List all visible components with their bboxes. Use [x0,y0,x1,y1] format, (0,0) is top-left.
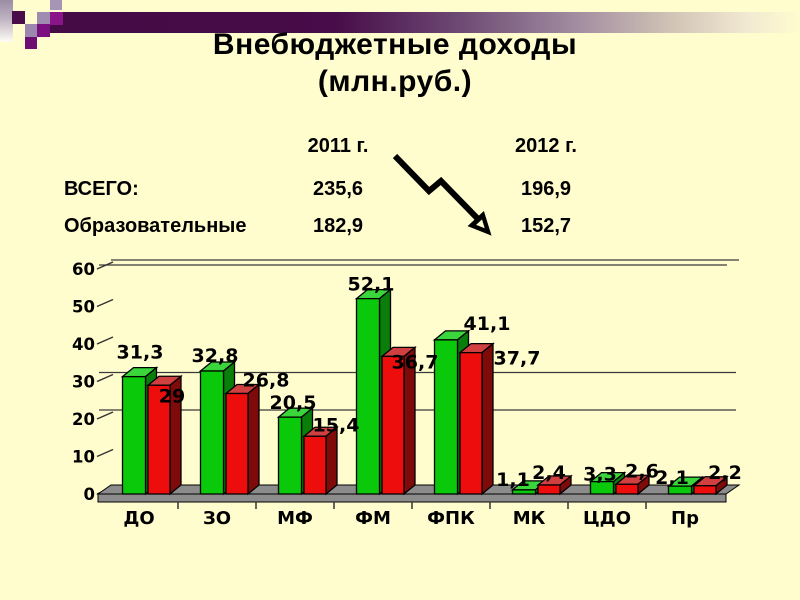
slide-title-line2: (млн.руб.) [317,65,473,98]
bar-side-2012 [481,342,494,496]
bar-front-2011 [121,375,147,495]
total-2012-value: 196,9 [520,178,572,200]
deco-square [37,12,50,25]
row-label-total: ВСЕГО: [64,178,139,200]
data-label-2012: 36,7 [392,351,439,373]
deco-gradient-banner [50,12,800,33]
y-axis-label: 60 [72,260,95,279]
y-axis-label: 30 [72,373,95,392]
y-axis-label: 40 [72,335,95,354]
y-axis-tick [96,411,114,420]
bar-front-2012 [147,384,171,495]
data-label-2011: 32,8 [192,345,239,367]
deco-vertical-gradient-bar [0,0,13,42]
educational-2011-value: 182,9 [312,215,364,237]
data-label-2011: 1,1 [496,469,530,491]
bar-front-2011 [355,297,381,495]
data-label-2012: 37,7 [494,348,541,370]
data-label-2012: 2,6 [625,460,659,482]
bar-front-2012 [225,392,249,495]
trend-down-arrow-icon [392,153,492,236]
data-label-2011: 31,3 [117,342,164,364]
bar-front-2011 [433,339,459,495]
educational-2012-value: 152,7 [520,215,572,237]
bar-side-2012 [325,425,338,496]
x-axis-label: ФПК [427,508,475,529]
column-header-2012: 2012 г. [515,135,577,157]
data-label-2012: 29 [159,385,185,407]
column-header-2011: 2011 г. [307,135,369,157]
y-axis-tick [96,448,114,458]
trend-arrow-shaft [392,153,482,223]
row-label-educational: Образовательные [64,215,247,237]
y-axis-label: 10 [72,448,95,467]
bar-front-2011 [511,489,537,495]
y-axis-tick [96,298,114,308]
data-label-2012: 2,4 [532,462,566,484]
y-axis-tick [96,261,114,270]
bar-front-2011 [277,416,303,495]
trend-arrow-head-notch [476,219,485,229]
y-axis-label: 20 [72,410,95,429]
slide-title: Внебюджетные доходы (млн.руб.) [0,26,790,100]
y-axis-label: 50 [72,298,95,317]
data-label-2011: 3,3 [583,464,617,486]
x-axis-label: ДО [123,508,154,529]
x-axis-label: ФМ [355,508,391,529]
y-axis-tick [96,336,114,345]
data-label-2012: 26,8 [243,370,290,392]
bar-front-2012 [303,435,327,495]
bar-front-2012 [615,483,639,495]
bar-front-2011 [199,370,225,495]
bar-chart: 0 10 20 30 40 50 60 ДО ЗО МФ ФМ ФПК МК ЦДО Пр 31,3 29 32,… [72,259,742,529]
deco-square [50,0,62,10]
bar-front-2012 [381,355,405,495]
x-axis-label: МФ [277,508,313,529]
bar-front-2011 [667,485,693,495]
data-label-2011: 41,1 [464,313,511,335]
data-label-2011: 20,5 [270,392,317,414]
data-label-2011: 52,1 [348,274,395,296]
x-axis-label: ЗО [203,508,231,529]
deco-square [50,12,63,25]
data-label-2011: 2,1 [655,467,689,489]
total-2011-value: 235,6 [312,178,364,200]
bar-front-2012 [693,485,717,495]
x-axis-label: Пр [671,508,699,529]
data-label-2012: 15,4 [313,414,360,436]
bar-front-2012 [537,484,561,495]
bar-side-2012 [247,383,260,496]
data-label-2012: 2,2 [708,462,742,484]
bar-front-2011 [589,480,615,495]
x-axis-label: ЦДО [583,508,631,529]
deco-square [25,37,37,49]
deco-square [12,11,25,24]
slide-title-line1: Внебюджетные доходы [212,28,578,61]
deco-square [37,24,50,37]
y-axis-tick [96,373,114,383]
chart-floor-front [97,493,727,503]
deco-square [25,24,37,37]
x-axis-label: МК [513,508,546,529]
y-axis-label: 0 [84,485,95,504]
bar-front-2012 [459,351,483,495]
